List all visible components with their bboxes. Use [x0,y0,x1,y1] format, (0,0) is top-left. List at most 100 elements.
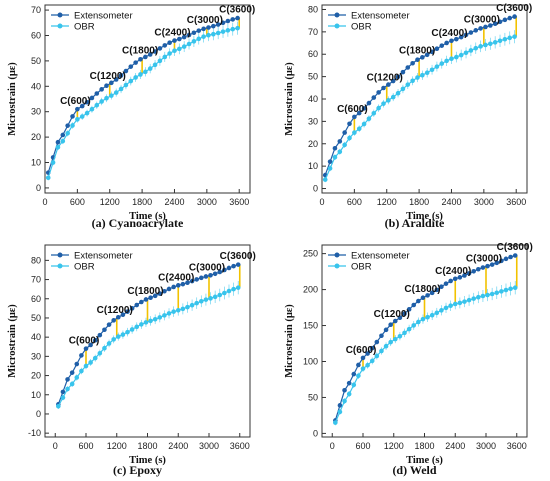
obr-point [352,130,357,135]
extensometer-point [106,322,112,327]
obr-point [420,72,425,78]
annotation-label: C(1200) [97,305,133,316]
extensometer-point [201,26,206,32]
obr-point [89,106,95,112]
obr-point [356,373,361,379]
y-tick-label: 40 [31,332,41,342]
obr-point [203,297,209,302]
obr-point [92,355,98,361]
x-tick-label: 600 [355,441,370,451]
annotation-label: C(600) [60,96,91,107]
obr-point [361,121,367,127]
legend-label: OBR [351,261,372,272]
obr-point [180,306,186,312]
annotation-label: C(2400) [158,272,194,283]
extensometer-point [60,389,66,395]
extensometer-point [342,387,347,393]
obr-point [199,298,204,304]
extensometer-point [206,25,211,30]
extensometer-point [485,263,490,269]
obr-point [395,90,401,96]
obr-point [390,94,396,100]
obr-line [47,27,238,178]
obr-point [366,116,372,122]
obr-point [186,41,192,47]
obr-point [476,294,481,300]
obr-point [383,343,389,349]
extensometer-line [324,16,515,176]
extensometer-point [152,293,158,299]
x-tick-label: 1800 [137,441,157,451]
obr-point [434,64,440,69]
extensometer-point [138,56,143,62]
obr-point [346,391,352,397]
obr-point [196,36,202,42]
obr-point [448,303,453,309]
annotation-label: C(1800) [127,286,163,297]
legend-label: OBR [74,21,95,32]
y-tick-label: 40 [308,94,318,104]
x-tick-label: 600 [78,441,93,451]
x-tick-label: 0 [319,197,324,207]
extensometer-point [439,284,444,290]
obr-point [143,320,149,325]
x-axis-label: Time (s) [129,455,166,466]
extensometer-point [420,295,426,301]
y-tick-label: 50 [308,72,318,82]
extensometer-point [439,43,445,48]
extensometer-point [503,256,509,262]
obr-point [429,67,435,73]
extensometer-point [194,277,199,282]
obr-point [443,305,449,311]
extensometer-point [180,281,186,287]
extensometer-point [226,265,232,271]
extensometer-point [189,278,195,284]
extensometer-point [231,263,236,269]
extensometer-point [181,34,187,40]
extensometer-point [376,90,381,95]
extensometer-point [70,114,75,119]
extensometer-point [365,351,370,356]
obr-point [147,66,153,71]
y-tick-label: 30 [308,116,318,126]
obr-point [471,296,477,301]
extensometer-point [185,280,190,286]
extensometer-point [125,309,130,314]
extensometer-point [405,65,411,70]
annotation-label: C(1800) [404,284,440,295]
extensometer-point [480,265,486,270]
obr-point [381,101,386,106]
extensometer-point [489,262,495,267]
extensometer-point [374,339,380,345]
extensometer-point [88,342,93,348]
y-tick-label: 50 [31,56,41,66]
extensometer-point [196,28,202,33]
obr-point [79,368,84,374]
obr-point [492,40,498,45]
legend-label: OBR [351,21,372,32]
obr-point [133,75,138,80]
obr-point [468,48,474,53]
y-tick-label: -10 [28,428,41,438]
obr-point [512,34,517,39]
obr-point [365,362,370,368]
obr-point [102,345,107,351]
obr-point [402,330,407,336]
extensometer-point [84,99,90,105]
obr-point [449,56,454,62]
extensometer-point [463,32,469,38]
chart-panel-2: 0 600 1200 1800 2400 3000 3600 0 10 20 30 40 50 60 70 8… [284,3,532,230]
obr-point [88,360,93,365]
obr-point [392,336,398,342]
panel-caption: (b) Araldite [385,216,445,230]
extensometer-point [352,114,357,120]
x-tick-label: 1800 [132,197,152,207]
annotation-label: C(2400) [154,28,190,39]
obr-point [220,29,226,34]
obr-point [55,144,61,150]
y-tick-label: 0 [313,428,318,438]
x-tick-label: 1800 [414,441,434,451]
obr-point [94,102,100,108]
obr-point [45,175,51,181]
